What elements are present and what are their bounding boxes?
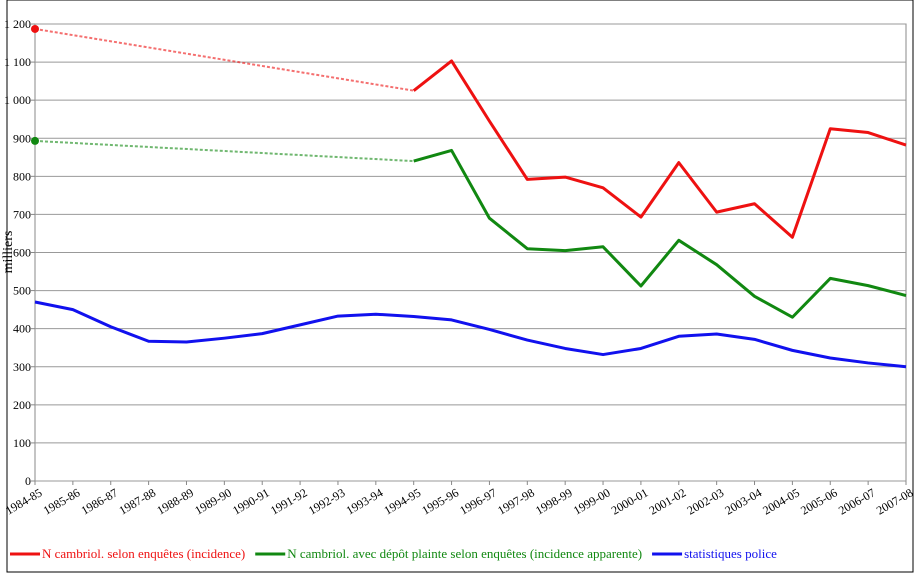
- gap-connector: [34, 139, 414, 163]
- y-tick-label: 400: [13, 322, 31, 336]
- series-line: [34, 300, 907, 369]
- y-tick-label: 1 100: [4, 55, 31, 69]
- y-tick-label: 500: [13, 284, 31, 298]
- y-tick-label: 300: [13, 360, 31, 374]
- y-tick-label: 700: [13, 207, 31, 221]
- y-tick-label: 800: [13, 169, 31, 183]
- legend-label: N cambriol. avec dépôt plainte selon enq…: [287, 546, 642, 561]
- series-line: [412, 59, 907, 239]
- series-line: [413, 148, 907, 319]
- chart-border: [6, 0, 914, 573]
- gap-connector: [34, 27, 414, 92]
- y-tick-label: 200: [13, 398, 31, 412]
- y-tick-label: 600: [13, 246, 31, 260]
- y-tick-label: 900: [13, 131, 31, 145]
- point-marker: [31, 24, 39, 33]
- legend-label: N cambriol. selon enquêtes (incidence): [42, 546, 245, 561]
- y-tick-label: 1 200: [4, 17, 31, 31]
- y-tick-label: 0: [25, 474, 31, 488]
- y-tick-label: 100: [13, 436, 31, 450]
- y-axis-label: milliers: [1, 231, 16, 274]
- legend-label: statistiques police: [684, 546, 777, 561]
- y-tick-label: 1 000: [4, 93, 31, 107]
- point-marker: [31, 136, 39, 145]
